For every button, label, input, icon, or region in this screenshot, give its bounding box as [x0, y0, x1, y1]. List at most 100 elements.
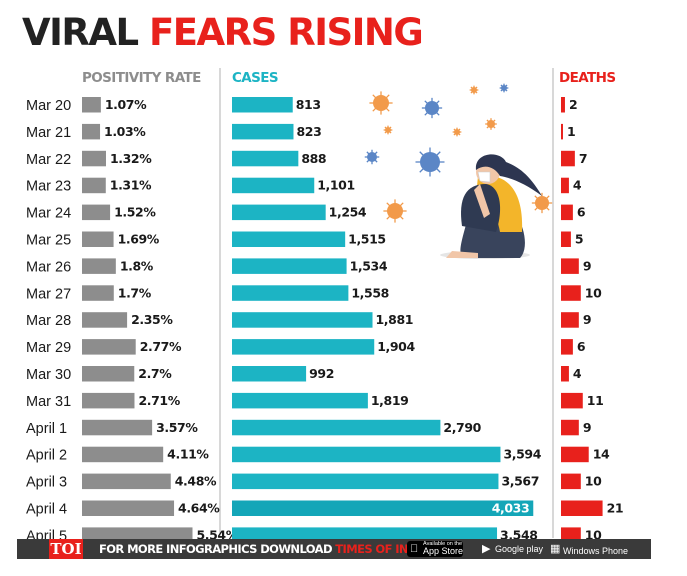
- cases-header: CASES: [232, 70, 278, 86]
- virus-icon: [469, 85, 479, 95]
- date-label: Mar 25: [26, 233, 71, 249]
- positivity-bar: [82, 312, 128, 328]
- positivity-bar: [82, 204, 111, 221]
- google-play-label: Google play: [495, 544, 544, 554]
- cases-bar: [232, 258, 347, 274]
- cases-value: 4,033: [492, 501, 530, 516]
- deaths-bar: [561, 366, 569, 382]
- date-label: Mar 24: [26, 206, 71, 222]
- positivity-bar: [82, 339, 136, 355]
- deaths-value: 6: [577, 339, 586, 354]
- deaths-value: 1: [567, 124, 575, 139]
- date-label: Mar 30: [26, 367, 71, 383]
- cases-value: 1,254: [329, 205, 367, 220]
- positivity-value: 1.31%: [110, 178, 152, 193]
- deaths-value: 7: [579, 151, 587, 166]
- date-label: Mar 21: [26, 125, 71, 141]
- cases-bar: [232, 419, 441, 436]
- deaths-value: 6: [577, 205, 586, 220]
- cases-bar: [232, 204, 326, 221]
- app-store-badge[interactable]:  Available on the App Store: [407, 541, 463, 557]
- virus-body: [535, 196, 549, 210]
- virus-body: [387, 203, 403, 219]
- positivity-value: 2.7%: [138, 366, 172, 381]
- positivity-bar: [82, 97, 101, 113]
- deaths-bar: [561, 527, 581, 540]
- cases-value: 1,558: [351, 285, 389, 300]
- deaths-bar: [561, 419, 579, 436]
- person-mask: [477, 171, 491, 183]
- virus-icon: [415, 147, 445, 177]
- positivity-bar: [82, 123, 101, 140]
- virus-icon: [383, 199, 407, 223]
- virus-body: [373, 95, 389, 111]
- cases-value: 3,548: [500, 527, 538, 540]
- positivity-value: 5.54%: [196, 527, 238, 540]
- cases-value: 1,904: [377, 339, 415, 354]
- date-label: April 2: [26, 448, 67, 464]
- deaths-bar: [561, 177, 569, 194]
- virus-body: [385, 127, 391, 133]
- deaths-value: 14: [593, 447, 610, 462]
- positivity-bar: [82, 446, 164, 463]
- cases-bar: [232, 123, 294, 140]
- chart-canvas: POSITIVITY RATE CASES DEATHS Mar 20 1.07% 813…: [26, 68, 624, 540]
- positivity-value: 1.03%: [104, 124, 146, 139]
- positivity-value: 2.71%: [138, 393, 180, 408]
- deaths-bar: [561, 150, 575, 167]
- person-hair: [475, 154, 542, 196]
- cases-bar: [232, 366, 307, 382]
- windows-phone-badge[interactable]: ▦ Windows Phone: [547, 541, 628, 557]
- google-play-badge[interactable]: ▶ Google play: [479, 541, 545, 557]
- virus-body: [425, 101, 439, 115]
- windows-phone-label: Windows Phone: [563, 546, 629, 556]
- deaths-value: 4: [573, 366, 582, 381]
- footer-bar: TOI FOR MORE INFOGRAPHICS DOWNLOAD TIMES…: [17, 539, 651, 559]
- deaths-bar: [561, 123, 563, 140]
- deaths-value: 9: [583, 258, 591, 273]
- positivity-value: 1.8%: [120, 258, 154, 273]
- deaths-bar: [561, 285, 581, 301]
- cases-bar: [232, 285, 349, 301]
- virus-icon: [499, 83, 509, 93]
- deaths-value: 9: [583, 420, 591, 435]
- positivity-value: 3.57%: [156, 420, 198, 435]
- positivity-bar: [82, 527, 193, 540]
- cases-value: 888: [301, 151, 326, 166]
- cases-bar: [232, 392, 368, 409]
- cases-bar: [232, 97, 293, 113]
- cases-bar: [232, 500, 534, 516]
- deaths-header: DEATHS: [559, 70, 615, 86]
- deaths-bar: [561, 392, 583, 409]
- deaths-bar: [561, 204, 573, 221]
- positivity-bar: [82, 500, 175, 516]
- cases-value: 2,790: [443, 420, 481, 435]
- deaths-bar: [561, 473, 581, 490]
- virus-icon: [364, 149, 380, 165]
- person-arm: [474, 184, 490, 218]
- cases-bar: [232, 446, 501, 463]
- positivity-value: 4.48%: [175, 474, 217, 489]
- virus-body: [454, 129, 460, 135]
- date-label: Mar 22: [26, 152, 71, 168]
- app-store-label: App Store: [423, 546, 464, 556]
- virus-body: [501, 85, 507, 91]
- cases-bar: [232, 339, 375, 355]
- deaths-bar: [561, 258, 579, 274]
- positivity-value: 4.64%: [178, 501, 220, 516]
- deaths-bar: [561, 231, 571, 247]
- virus-body: [367, 152, 377, 162]
- date-label: Mar 23: [26, 179, 71, 195]
- virus-icon: [485, 118, 497, 130]
- cases-value: 1,515: [348, 232, 386, 247]
- deaths-bar: [561, 500, 603, 516]
- windows-icon: ▦: [550, 543, 561, 555]
- cases-bar: [232, 527, 498, 540]
- deaths-bar: [561, 97, 565, 113]
- virus-body: [471, 87, 477, 93]
- virus-body: [487, 120, 495, 128]
- date-label: Mar 28: [26, 313, 71, 329]
- deaths-value: 5: [575, 232, 583, 247]
- cases-value: 823: [296, 124, 321, 139]
- title-part-1: VIRAL: [22, 11, 139, 54]
